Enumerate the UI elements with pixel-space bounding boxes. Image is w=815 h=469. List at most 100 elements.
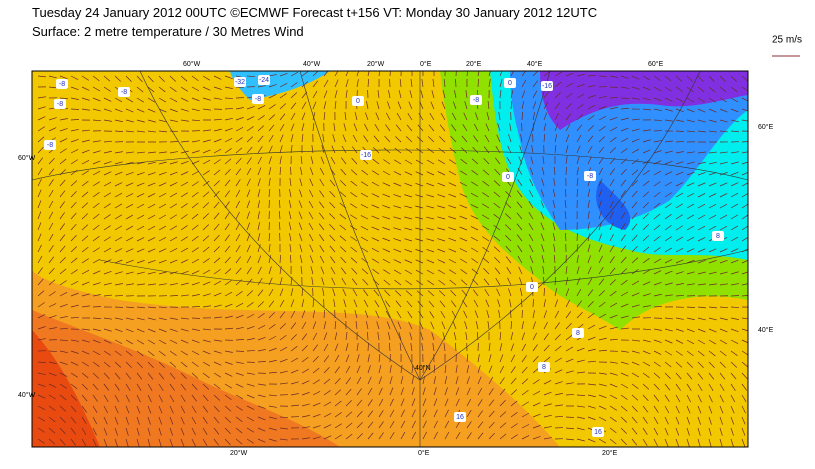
wind-arrow xyxy=(213,292,222,297)
wind-arrow xyxy=(257,233,261,242)
wind-arrow xyxy=(598,211,602,220)
wind-arrow xyxy=(686,130,695,133)
wind-arrow xyxy=(81,213,89,220)
wind-arrow xyxy=(125,271,134,275)
wind-arrow xyxy=(530,156,534,165)
wind-arrow xyxy=(350,214,358,220)
wind-arrow xyxy=(411,387,415,396)
wind-arrow xyxy=(371,215,380,220)
wind-arrow xyxy=(730,171,739,176)
wind-arrow xyxy=(191,140,200,143)
wind-arrow xyxy=(719,372,726,380)
wind-arrow xyxy=(554,333,561,341)
wind-arrow xyxy=(664,259,673,264)
wind-arrow xyxy=(510,309,512,319)
wind-arrow xyxy=(376,101,380,110)
wind-arrow xyxy=(345,422,353,429)
wind-arrow xyxy=(686,161,695,165)
wind-arrow xyxy=(404,194,413,198)
wind-arrow xyxy=(543,112,548,121)
wind-arrow xyxy=(298,222,303,231)
wind-arrow xyxy=(598,233,603,242)
wind-arrow xyxy=(508,134,512,143)
wind-arrow xyxy=(631,169,639,176)
wind-arrow xyxy=(341,145,347,154)
wind-arrow xyxy=(675,86,683,92)
wind-arrow xyxy=(202,86,211,91)
wind-arrow xyxy=(59,138,68,143)
wind-arrow xyxy=(59,383,67,389)
wind-arrow xyxy=(334,321,337,330)
wind-arrow xyxy=(708,225,717,231)
wind-arrow xyxy=(312,379,320,385)
wind-arrow xyxy=(345,388,352,396)
wind-arrow xyxy=(471,181,479,187)
wind-arrow xyxy=(741,372,748,380)
wind-arrow xyxy=(81,191,89,198)
wind-arrow xyxy=(246,350,256,352)
wind-arrow xyxy=(653,339,662,343)
wind-arrow xyxy=(180,339,189,344)
wind-arrow xyxy=(394,159,402,165)
wind-arrow xyxy=(664,350,673,356)
wind-arrow xyxy=(485,123,490,132)
wind-arrow xyxy=(499,79,503,88)
wind-arrow xyxy=(631,427,638,435)
wind-arrow xyxy=(70,280,79,286)
wind-arrow xyxy=(488,354,492,363)
wind-arrow xyxy=(103,394,109,402)
wind-arrow xyxy=(719,225,728,231)
wind-arrow xyxy=(642,246,650,253)
wind-arrow xyxy=(147,225,156,231)
wind-arrow xyxy=(620,291,629,297)
wind-arrow xyxy=(532,379,540,385)
wind-arrow xyxy=(620,383,629,389)
wind-arrow xyxy=(708,438,712,447)
wind-arrow xyxy=(202,361,211,367)
wind-arrow xyxy=(70,416,77,424)
wind-arrow xyxy=(459,193,468,198)
wind-arrow xyxy=(393,269,402,275)
wind-arrow xyxy=(741,151,748,154)
wind-arrow xyxy=(290,345,298,352)
wind-arrow xyxy=(664,225,672,231)
wind-arrow xyxy=(396,310,402,319)
wind-arrow xyxy=(158,361,165,368)
wind-arrow xyxy=(598,337,607,341)
wind-arrow xyxy=(470,236,479,242)
wind-arrow xyxy=(631,212,638,220)
wind-arrow xyxy=(114,394,120,403)
wind-arrow xyxy=(246,290,254,297)
wind-arrow xyxy=(360,226,369,231)
wind-arrow xyxy=(631,257,639,264)
wind-arrow xyxy=(114,283,123,286)
wind-arrow xyxy=(70,149,79,154)
wind-arrow xyxy=(642,258,650,264)
wind-arrow xyxy=(598,178,603,187)
wind-arrow xyxy=(521,321,524,330)
wind-arrow xyxy=(499,354,504,363)
wind-arrow xyxy=(576,114,583,121)
wind-arrow xyxy=(481,225,490,231)
wind-arrow xyxy=(528,189,534,198)
wind-arrow xyxy=(180,236,188,242)
wind-arrow xyxy=(180,416,185,425)
wind-arrow xyxy=(741,271,748,275)
wind-arrow xyxy=(505,256,512,264)
wind-arrow xyxy=(361,181,369,187)
wind-arrow xyxy=(59,148,67,154)
wind-arrow xyxy=(180,361,188,368)
wind-arrow xyxy=(246,372,255,375)
wind-arrow xyxy=(389,409,395,418)
wind-arrow xyxy=(422,409,427,418)
wind-arrow xyxy=(169,259,178,264)
wind-arrow xyxy=(517,179,523,187)
wind-arrow xyxy=(598,136,606,143)
wind-arrow xyxy=(642,97,651,101)
wind-arrow xyxy=(312,356,319,363)
wind-arrow xyxy=(92,224,100,231)
wind-arrow xyxy=(356,79,359,88)
wind-arrow xyxy=(180,160,189,165)
wind-arrow xyxy=(268,312,275,319)
wind-arrow xyxy=(114,130,124,133)
